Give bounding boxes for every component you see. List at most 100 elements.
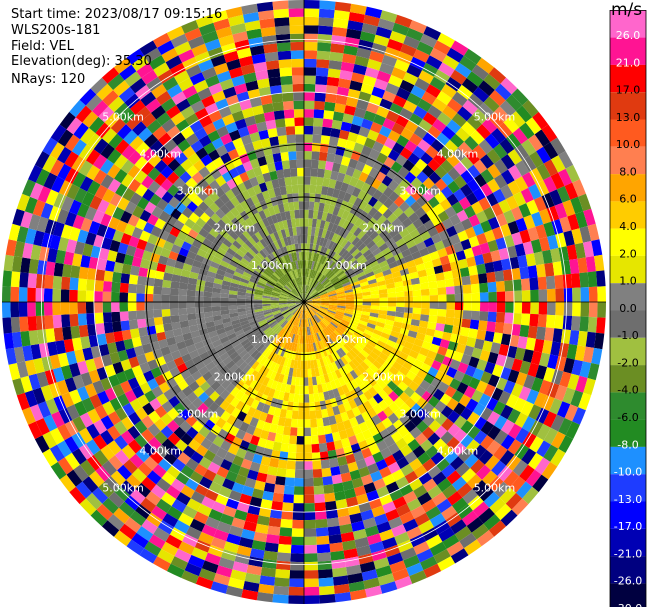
range-gate [131,55,149,72]
range-gate [130,265,140,276]
range-gate [329,542,344,553]
range-gate [444,139,459,154]
range-gate [262,421,272,432]
range-gate [76,386,90,401]
range-gate [476,57,495,74]
range-gate [370,470,383,483]
range-gate [478,320,488,331]
range-gate [542,340,553,355]
range-gate [290,168,298,177]
range-gate [288,8,304,18]
range-gate [273,372,281,382]
range-gate [254,308,263,313]
colorbar: 26.021.017.013.010.08.06.04.02.01.00.0-1… [609,9,647,607]
range-gate [388,261,398,269]
range-gate [174,70,190,85]
range-gate [113,507,130,524]
range-gate [516,105,533,123]
range-gate [287,298,296,301]
range-gate [306,268,310,278]
range-gate [484,361,496,375]
range-gate [319,340,325,349]
range-gate [8,223,21,241]
range-gate [373,34,390,47]
range-gate [565,421,580,440]
range-gate [287,302,296,305]
range-gate [95,122,111,139]
range-gate [245,265,255,273]
range-gate [66,350,78,365]
range-gate [378,336,389,344]
range-gate [189,349,200,360]
range-gate [335,312,344,317]
range-gate [521,302,531,314]
range-gate [191,183,203,196]
range-gate [121,329,132,341]
range-gate [157,69,174,84]
range-gate [321,278,329,286]
range-gate [231,278,241,285]
range-gate [168,343,179,354]
range-gate [289,384,296,394]
range-gate [216,219,227,229]
range-gate [446,436,460,451]
range-gate [320,294,329,298]
range-gate [283,246,289,255]
range-gate [22,242,34,259]
range-gate [371,505,386,518]
range-gate [479,242,491,255]
range-gate [30,244,42,260]
range-gate [322,118,333,128]
range-gate [345,341,354,350]
range-gate [185,113,200,127]
range-gate [238,284,248,290]
range-gate [522,155,537,172]
range-gate [100,445,115,461]
range-gate [57,146,72,164]
range-gate [304,302,306,311]
range-gate [518,203,532,218]
range-gate [27,302,36,317]
range-gate [266,378,274,389]
range-gate [279,303,288,306]
range-gate [226,58,241,71]
colorbar-tick-label: 1.0 [619,275,637,288]
range-gate [505,492,523,510]
range-gate [468,328,478,339]
range-gate [304,310,307,319]
range-gate [353,396,363,407]
range-gate [351,281,360,287]
range-gate [42,137,58,156]
ring-label: 3.00km [177,407,219,420]
range-gate [313,485,325,495]
range-gate [146,512,163,528]
range-gate [346,351,355,361]
range-gate [307,268,311,278]
range-gate [495,312,506,323]
range-gate [439,255,450,266]
range-gate [330,466,341,476]
range-gate [380,447,393,459]
range-gate [144,351,156,363]
range-gate [220,309,230,316]
range-gate [382,473,396,486]
range-gate [278,302,288,305]
range-gate [452,241,464,253]
range-gate [22,345,34,362]
range-gate [492,332,503,344]
range-gate [170,384,182,396]
range-gate [232,240,242,250]
range-gate [218,485,232,498]
range-gate [263,550,278,561]
range-gate [306,309,310,318]
range-gate [422,527,439,542]
range-gate [185,64,202,78]
range-gate [124,71,142,87]
range-gate [210,168,222,180]
range-gate [275,476,286,486]
range-gate [511,498,529,516]
range-gate [470,310,480,321]
range-gate [443,324,454,334]
range-gate [405,259,416,269]
range-gate [315,84,327,94]
